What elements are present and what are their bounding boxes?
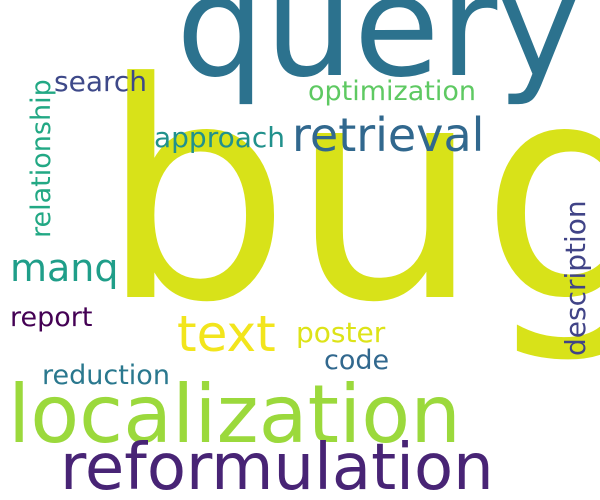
word-reduction: reduction	[42, 360, 170, 391]
word-report: report	[10, 302, 93, 333]
word-text: text	[177, 305, 276, 363]
word-description: description	[559, 200, 592, 356]
word-relationship: relationship	[26, 79, 57, 238]
word-query: query	[176, 0, 581, 109]
word-approach: approach	[154, 121, 286, 154]
word-search: search	[54, 65, 148, 98]
word-bug: bug	[100, 19, 600, 368]
word-code: code	[324, 345, 390, 376]
word-poster: poster	[296, 316, 386, 349]
word-optimization: optimization	[308, 76, 476, 107]
word-retrieval: retrieval	[292, 108, 485, 162]
word-localization: localization	[8, 368, 461, 461]
word-manq: manq	[10, 246, 119, 290]
word-reformulation: reformulation	[60, 431, 494, 500]
